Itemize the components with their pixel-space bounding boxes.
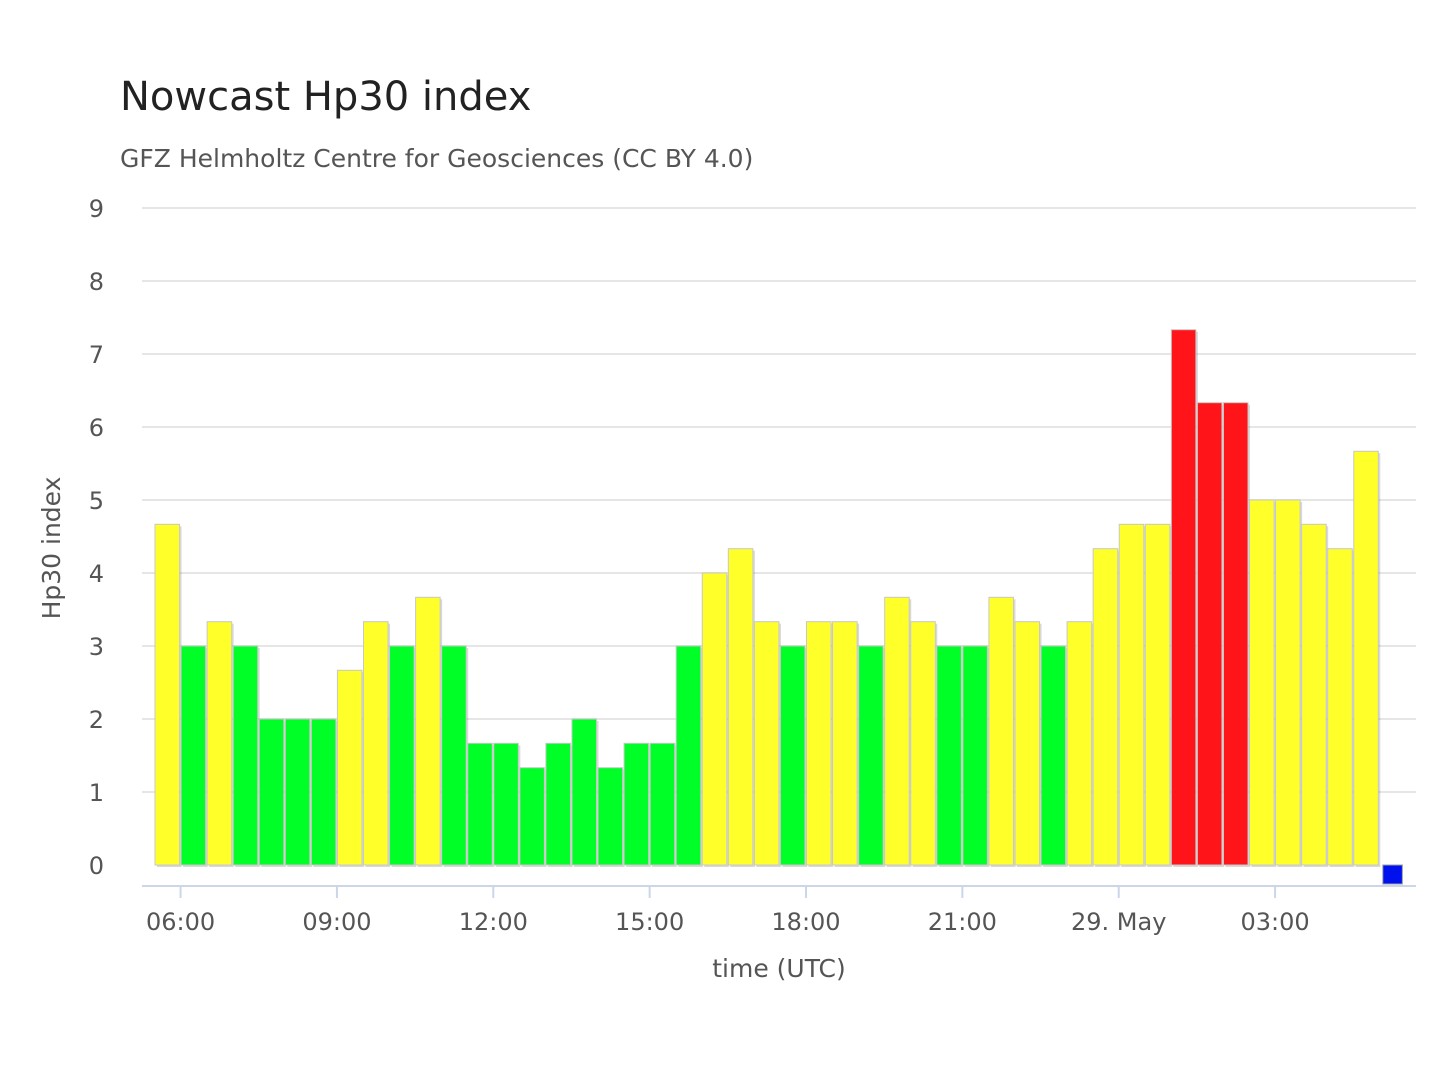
bar bbox=[519, 767, 545, 866]
bar bbox=[1092, 548, 1119, 866]
bar bbox=[545, 742, 571, 866]
y-tick-label: 0 bbox=[89, 852, 104, 880]
x-tick-label: 15:00 bbox=[615, 908, 684, 936]
y-tick-label: 2 bbox=[89, 706, 104, 734]
y-tick-label: 7 bbox=[89, 341, 104, 369]
bar bbox=[858, 645, 884, 866]
bar bbox=[649, 742, 676, 866]
y-axis-title: Hp30 index bbox=[37, 477, 66, 620]
bar bbox=[753, 621, 780, 866]
bar bbox=[284, 718, 311, 866]
bar bbox=[441, 645, 467, 866]
bar bbox=[389, 645, 415, 866]
bar bbox=[362, 621, 389, 866]
chart-subtitle: GFZ Helmholtz Centre for Geosciences (CC… bbox=[120, 144, 754, 173]
x-axis-title: time (UTC) bbox=[712, 954, 846, 983]
x-tick-label: 09:00 bbox=[302, 908, 371, 936]
y-tick-label: 6 bbox=[89, 414, 104, 442]
bar bbox=[1275, 499, 1301, 866]
bar bbox=[1382, 864, 1403, 885]
bar bbox=[727, 548, 754, 866]
x-tick-label: 21:00 bbox=[928, 908, 997, 936]
bar bbox=[415, 596, 441, 866]
bar bbox=[154, 523, 181, 866]
bar bbox=[1040, 645, 1067, 866]
bar bbox=[571, 718, 598, 866]
bar bbox=[1170, 329, 1197, 866]
y-tick-label: 8 bbox=[89, 268, 104, 296]
bar bbox=[962, 645, 988, 866]
bar bbox=[258, 718, 285, 866]
bar bbox=[988, 596, 1014, 866]
bar bbox=[884, 596, 910, 866]
bar bbox=[597, 767, 624, 866]
bar bbox=[310, 718, 337, 866]
bar bbox=[1014, 621, 1041, 866]
bar bbox=[1249, 499, 1275, 866]
bar bbox=[1144, 523, 1171, 866]
bar bbox=[1118, 523, 1145, 866]
y-tick-label: 1 bbox=[89, 779, 104, 807]
y-tick-label: 4 bbox=[89, 560, 104, 588]
y-tick-label: 3 bbox=[89, 633, 104, 661]
bar bbox=[1353, 450, 1379, 866]
bar bbox=[806, 621, 832, 866]
bar bbox=[336, 669, 363, 866]
bar bbox=[1327, 548, 1353, 866]
bar bbox=[1196, 402, 1223, 866]
bar bbox=[623, 742, 650, 866]
bar bbox=[675, 645, 702, 866]
bar bbox=[1066, 621, 1093, 866]
x-tick-label: 12:00 bbox=[459, 908, 528, 936]
bar bbox=[1301, 523, 1327, 866]
x-tick-label: 18:00 bbox=[771, 908, 840, 936]
bar bbox=[910, 621, 936, 866]
x-tick-label: 03:00 bbox=[1240, 908, 1309, 936]
bar bbox=[180, 645, 207, 866]
chart-title: Nowcast Hp30 index bbox=[120, 74, 532, 120]
bar bbox=[467, 742, 493, 866]
bar bbox=[701, 572, 728, 866]
bar bbox=[1222, 402, 1249, 866]
bar bbox=[936, 645, 962, 866]
x-tick-label: 06:00 bbox=[146, 908, 215, 936]
bars bbox=[154, 329, 1403, 885]
y-tick-label: 5 bbox=[89, 487, 104, 515]
y-tick-label: 9 bbox=[89, 195, 104, 223]
bar bbox=[206, 621, 233, 866]
bar bbox=[493, 742, 519, 866]
x-axis-ticks: 06:00 09:00 12:00 15:00 18:00 21:00 29. May 03:… bbox=[146, 887, 1310, 936]
bar bbox=[832, 621, 858, 866]
y-axis-ticks: 0 1 2 3 4 5 6 7 8 9 bbox=[89, 195, 104, 880]
bar bbox=[779, 645, 806, 866]
bar bbox=[232, 645, 259, 866]
x-tick-label: 29. May bbox=[1071, 908, 1166, 936]
